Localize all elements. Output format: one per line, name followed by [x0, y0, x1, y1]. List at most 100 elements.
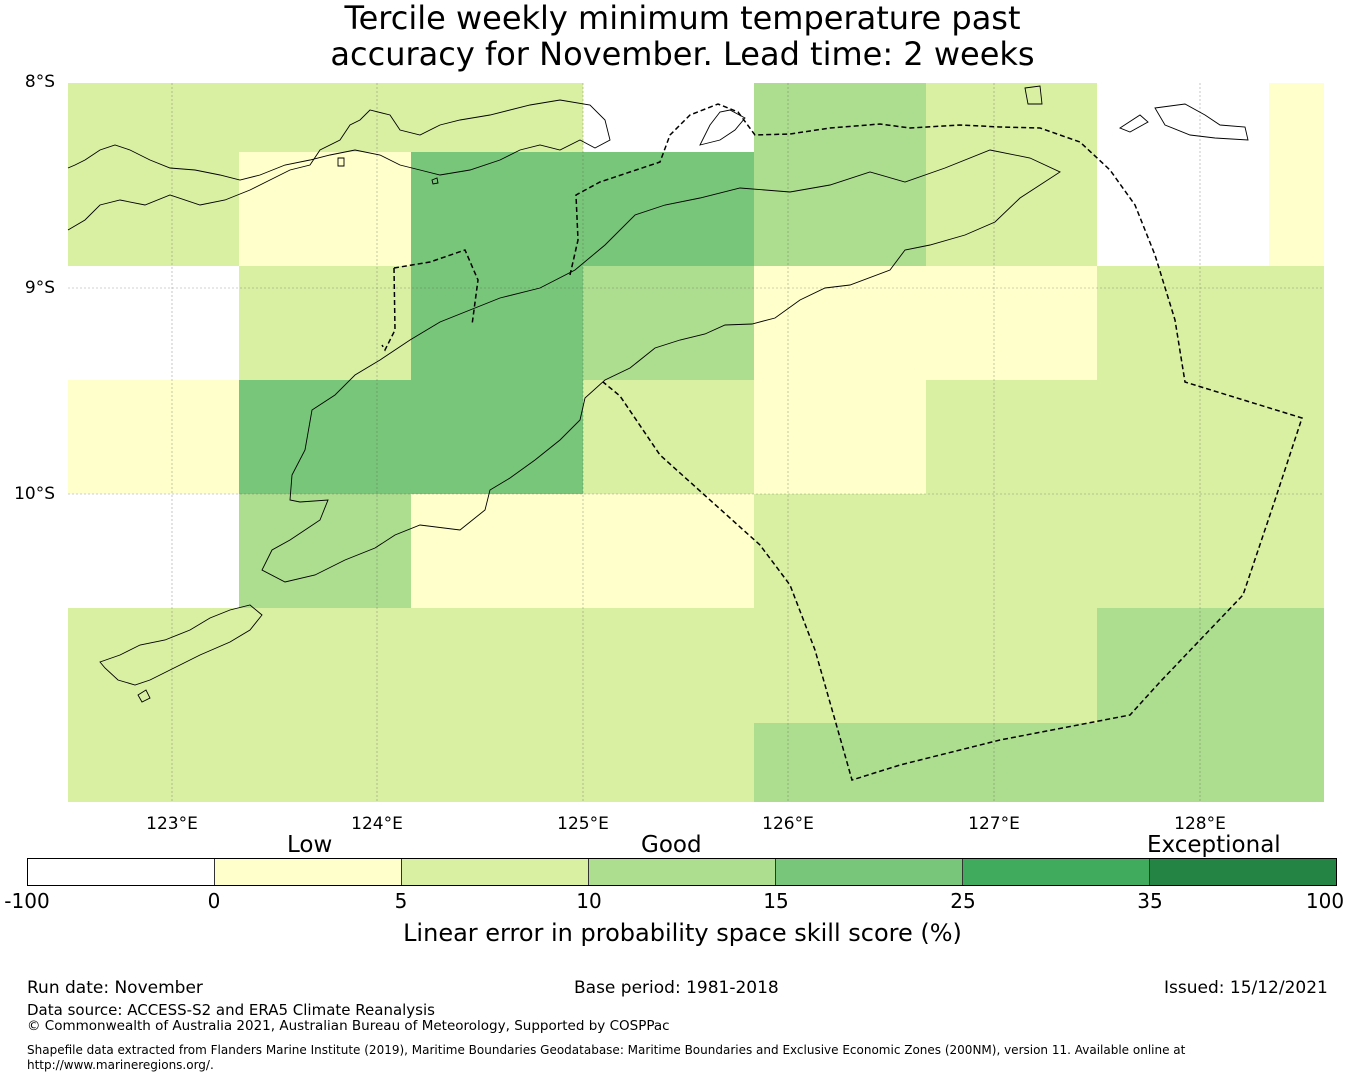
- grid-cell: [68, 608, 239, 723]
- eez-boundary: [381, 103, 1303, 781]
- wetar-island-outline: [699, 109, 746, 146]
- lat-label-10s: 10°S: [14, 484, 55, 504]
- grid-cell: [754, 494, 926, 608]
- colorbar-segment: [776, 859, 963, 885]
- grid-cell: [239, 494, 411, 608]
- colorbar-tick: 25: [950, 889, 976, 913]
- colorbar: [27, 858, 1337, 886]
- grid-cell: [239, 723, 411, 802]
- map-title-line1: Tercile weekly minimum temperature past: [344, 0, 1021, 37]
- grid-cell: [754, 723, 926, 802]
- colorbar-segment: [963, 859, 1150, 885]
- eez-boundary-timor-leste: [569, 103, 1303, 781]
- map-title-line2: accuracy for November. Lead time: 2 week…: [330, 35, 1035, 73]
- lon-label-125e: 125°E: [557, 814, 609, 834]
- grid-cell: [754, 83, 926, 152]
- data-source: Data source: ACCESS-S2 and ERA5 Climate …: [27, 1001, 435, 1019]
- grid-cell: [68, 83, 239, 152]
- grid-cell: [411, 152, 583, 266]
- grid-cell: [411, 723, 583, 802]
- colorbar-tick: 10: [576, 889, 602, 913]
- coastlines: [67, 85, 1249, 703]
- lat-label-8s: 8°S: [24, 72, 55, 92]
- grid-cell: [926, 83, 1097, 152]
- grid-cell: [1097, 380, 1269, 494]
- small-island-6: [431, 177, 439, 185]
- grid-cell: [68, 380, 239, 494]
- copyright: © Commonwealth of Australia 2021, Austra…: [27, 1018, 670, 1034]
- grid-cell: [1097, 608, 1269, 723]
- shapefile-credit-line2: http://www.marineregions.org/.: [27, 1058, 214, 1072]
- grid-cell: [239, 608, 411, 723]
- category-label-low: Low: [287, 832, 333, 858]
- grid-cell: [411, 494, 583, 608]
- grid-cell: [411, 266, 583, 380]
- colorbar-segment: [215, 859, 402, 885]
- grid-cell: [754, 266, 926, 380]
- small-island-5: [337, 157, 345, 167]
- base-period: Base period: 1981-2018: [574, 978, 779, 998]
- grid-cell: [1269, 723, 1324, 802]
- grid-cell: [926, 608, 1097, 723]
- grid-cell: [583, 723, 754, 802]
- grid-cell: [1269, 83, 1324, 152]
- grid-cell: [754, 152, 926, 266]
- category-label-good: Good: [641, 832, 702, 858]
- colorbar-segment: [402, 859, 589, 885]
- skill-grid: [68, 83, 1324, 802]
- grid-cell: [239, 83, 411, 152]
- grid-cell: [583, 608, 754, 723]
- rote-island-outline: [99, 604, 263, 686]
- grid-cell: [926, 494, 1097, 608]
- colorbar-tick: 35: [1137, 889, 1163, 913]
- colorbar-tick: 100: [1305, 889, 1345, 913]
- grid-cell: [1097, 494, 1269, 608]
- grid-cell: [926, 723, 1097, 802]
- map-panel: [67, 83, 1324, 802]
- lon-label-123e: 123°E: [146, 814, 198, 834]
- grid-cell: [754, 380, 926, 494]
- grid-cell: [411, 83, 583, 152]
- colorbar-tick: 0: [207, 889, 221, 913]
- grid-cell: [926, 152, 1097, 266]
- colorbar-segment: [589, 859, 776, 885]
- grid-cell: [239, 152, 411, 266]
- lat-label-9s: 9°S: [24, 278, 55, 298]
- grid-cell: [926, 266, 1097, 380]
- grid-cell: [583, 266, 754, 380]
- run-date: Run date: November: [27, 978, 203, 998]
- graticule: [68, 83, 1324, 802]
- small-island-3: [1154, 103, 1249, 141]
- grid-cell: [926, 380, 1097, 494]
- grid-cell: [411, 380, 583, 494]
- eez-boundary-oecusse: [381, 249, 479, 352]
- grid-cell: [583, 494, 754, 608]
- colorbar-tick: 15: [763, 889, 789, 913]
- grid-cell: [1269, 494, 1324, 608]
- colorbar-segment: [28, 859, 215, 885]
- grid-cell: [1097, 266, 1269, 380]
- grid-cell: [68, 723, 239, 802]
- grid-cell: [583, 380, 754, 494]
- small-island-4: [137, 689, 151, 703]
- small-island-1: [1024, 85, 1043, 105]
- small-island-2: [1119, 114, 1149, 133]
- lon-label-126e: 126°E: [762, 814, 814, 834]
- grid-cell: [1097, 723, 1269, 802]
- grid-cell: [1269, 152, 1324, 266]
- grid-cell: [411, 608, 583, 723]
- alor-island-outline: [67, 99, 611, 231]
- grid-cell: [239, 380, 411, 494]
- colorbar-tick: -100: [4, 889, 50, 913]
- grid-cell: [1269, 266, 1324, 380]
- lon-label-127e: 127°E: [968, 814, 1020, 834]
- lon-label-124e: 124°E: [351, 814, 403, 834]
- grid-cell: [239, 266, 411, 380]
- colorbar-segment: [1150, 859, 1336, 885]
- grid-cell: [583, 152, 754, 266]
- category-label-exceptional: Exceptional: [1147, 832, 1281, 858]
- colorbar-label: Linear error in probability space skill …: [403, 919, 962, 947]
- grid-cell: [1269, 608, 1324, 723]
- colorbar-tick: 5: [394, 889, 408, 913]
- timor-island-outline: [261, 149, 1061, 583]
